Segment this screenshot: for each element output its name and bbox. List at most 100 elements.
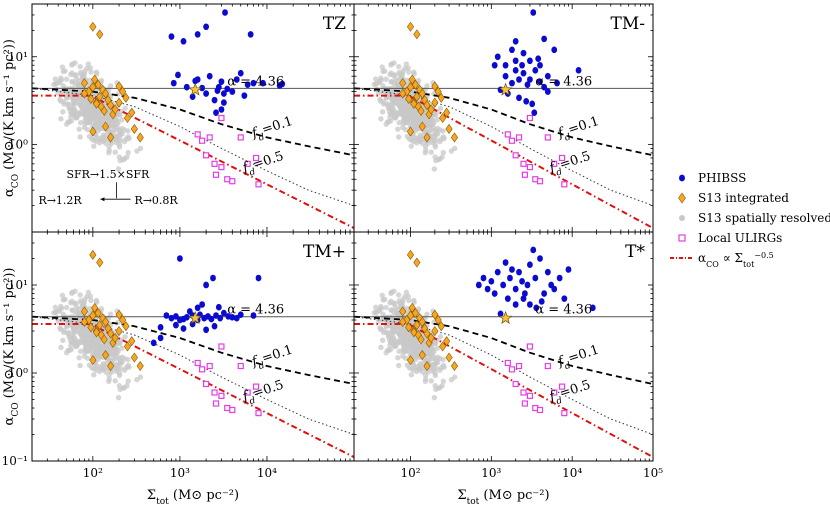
ulirg-point <box>203 380 210 388</box>
phibss-point <box>502 72 509 80</box>
s13-resolved-point <box>400 296 406 303</box>
phibss-point <box>250 312 257 319</box>
fd-0.1-curve <box>32 315 354 385</box>
s13-resolved-point <box>432 111 438 118</box>
s13-integrated-point <box>410 98 418 109</box>
s13-resolved-point <box>73 76 80 82</box>
phibss-point <box>229 88 236 95</box>
x-tick-label: 10³ <box>481 466 501 480</box>
s13-integrated-point <box>89 82 97 93</box>
phibss-point <box>488 278 495 285</box>
s13-resolved-point <box>379 64 385 70</box>
s13-resolved-point <box>86 133 93 140</box>
s13-resolved-point <box>422 372 429 378</box>
ulirg-point <box>224 404 231 412</box>
phibss-point <box>244 81 251 88</box>
s13-resolved-point <box>69 70 75 76</box>
s13-resolved-point <box>82 296 88 303</box>
s13-resolved-point <box>77 362 83 369</box>
s13-resolved-point <box>78 71 85 78</box>
s13-resolved-point <box>382 68 388 74</box>
s13-resolved-point <box>67 105 74 112</box>
s13-resolved-point <box>107 357 114 364</box>
phibss-point <box>222 9 228 16</box>
s13-integrated-point <box>85 86 93 97</box>
x-tick-label: 10² <box>83 466 103 480</box>
s13-resolved-point <box>77 292 83 298</box>
phibss-point <box>537 255 543 262</box>
phibss-point <box>157 324 164 331</box>
s13-resolved-point <box>424 83 430 89</box>
s13-resolved-point <box>387 334 393 340</box>
s13-resolved-point <box>372 304 379 311</box>
phibss-point <box>529 100 536 108</box>
s13-resolved-point <box>121 384 128 391</box>
y-axis-label: αCO (M⊙/(K km s⁻¹ pc²)) <box>2 39 21 197</box>
fd-label: fd=0.1 <box>555 343 602 374</box>
ulirg-point <box>218 392 225 399</box>
s13-resolved-point <box>82 118 88 124</box>
s13-resolved-point <box>52 76 59 82</box>
s13-integrated-point <box>130 352 138 363</box>
s13-resolved-point <box>405 65 411 71</box>
ulirg-point <box>526 392 534 399</box>
x-tick-label: 10³ <box>170 466 190 480</box>
s13-resolved-point <box>82 68 88 74</box>
s13-resolved-point <box>379 292 385 299</box>
s13-integrated-point <box>111 332 119 343</box>
s13-resolved-point <box>431 166 438 172</box>
s13-integrated-point <box>119 314 127 326</box>
ulirg-point <box>551 160 558 167</box>
s13-resolved-point <box>116 111 122 118</box>
ulirg-point <box>255 410 262 417</box>
s13-integrated-point <box>423 100 431 111</box>
s13-integrated-point <box>406 249 415 260</box>
s13-resolved-point <box>429 137 435 143</box>
panel-frame <box>31 231 355 462</box>
phibss-point <box>512 38 519 45</box>
s13-resolved-point <box>125 378 131 384</box>
phibss-point <box>527 57 533 65</box>
s13-resolved-point <box>84 126 91 133</box>
s13-resolved-point <box>397 71 403 78</box>
phibss-point <box>519 61 525 69</box>
s13-resolved-point <box>392 76 399 82</box>
legend-s13-resolved-marker <box>679 215 685 221</box>
s13-integrated-point <box>431 325 439 337</box>
s13-resolved-point <box>60 311 66 317</box>
phibss-point <box>163 312 170 319</box>
ulirg-point <box>512 152 519 159</box>
fd-0.1-curve <box>32 87 354 157</box>
s13-resolved-point <box>437 105 444 111</box>
s13-integrated-point <box>107 132 115 143</box>
panel-frame <box>353 3 654 233</box>
s13-integrated-point <box>92 327 101 338</box>
mw-star-marker <box>188 82 203 96</box>
s13-resolved-point <box>411 138 417 145</box>
s13-resolved-point <box>84 112 91 118</box>
s13-resolved-point <box>432 383 438 389</box>
s13-resolved-point <box>134 376 140 383</box>
s13-resolved-point <box>396 120 402 126</box>
s13-resolved-point <box>106 143 112 150</box>
s13-integrated-point <box>413 29 421 40</box>
s13-resolved-point <box>58 116 64 122</box>
s13-resolved-point <box>388 79 395 85</box>
s13-resolved-point <box>371 310 377 316</box>
s13-resolved-point <box>432 144 439 150</box>
legend-phibss-label: PHIBSS <box>698 171 746 185</box>
phibss-point <box>551 285 558 293</box>
ulirg-point <box>218 343 225 350</box>
s13-integrated-point <box>80 306 88 317</box>
s13-resolved-point <box>125 356 131 363</box>
s13-integrated-point <box>427 332 435 343</box>
s13-resolved-point <box>385 101 391 107</box>
s13-resolved-point <box>411 119 418 125</box>
s13-resolved-point <box>422 115 429 122</box>
s13-integrated-point <box>406 355 415 366</box>
x-tick-label: 10⁴ <box>562 466 582 480</box>
mw-alpha-label: α = 4.36 <box>535 303 592 318</box>
s13-integrated-point <box>96 29 104 40</box>
phibss-point <box>544 268 551 276</box>
